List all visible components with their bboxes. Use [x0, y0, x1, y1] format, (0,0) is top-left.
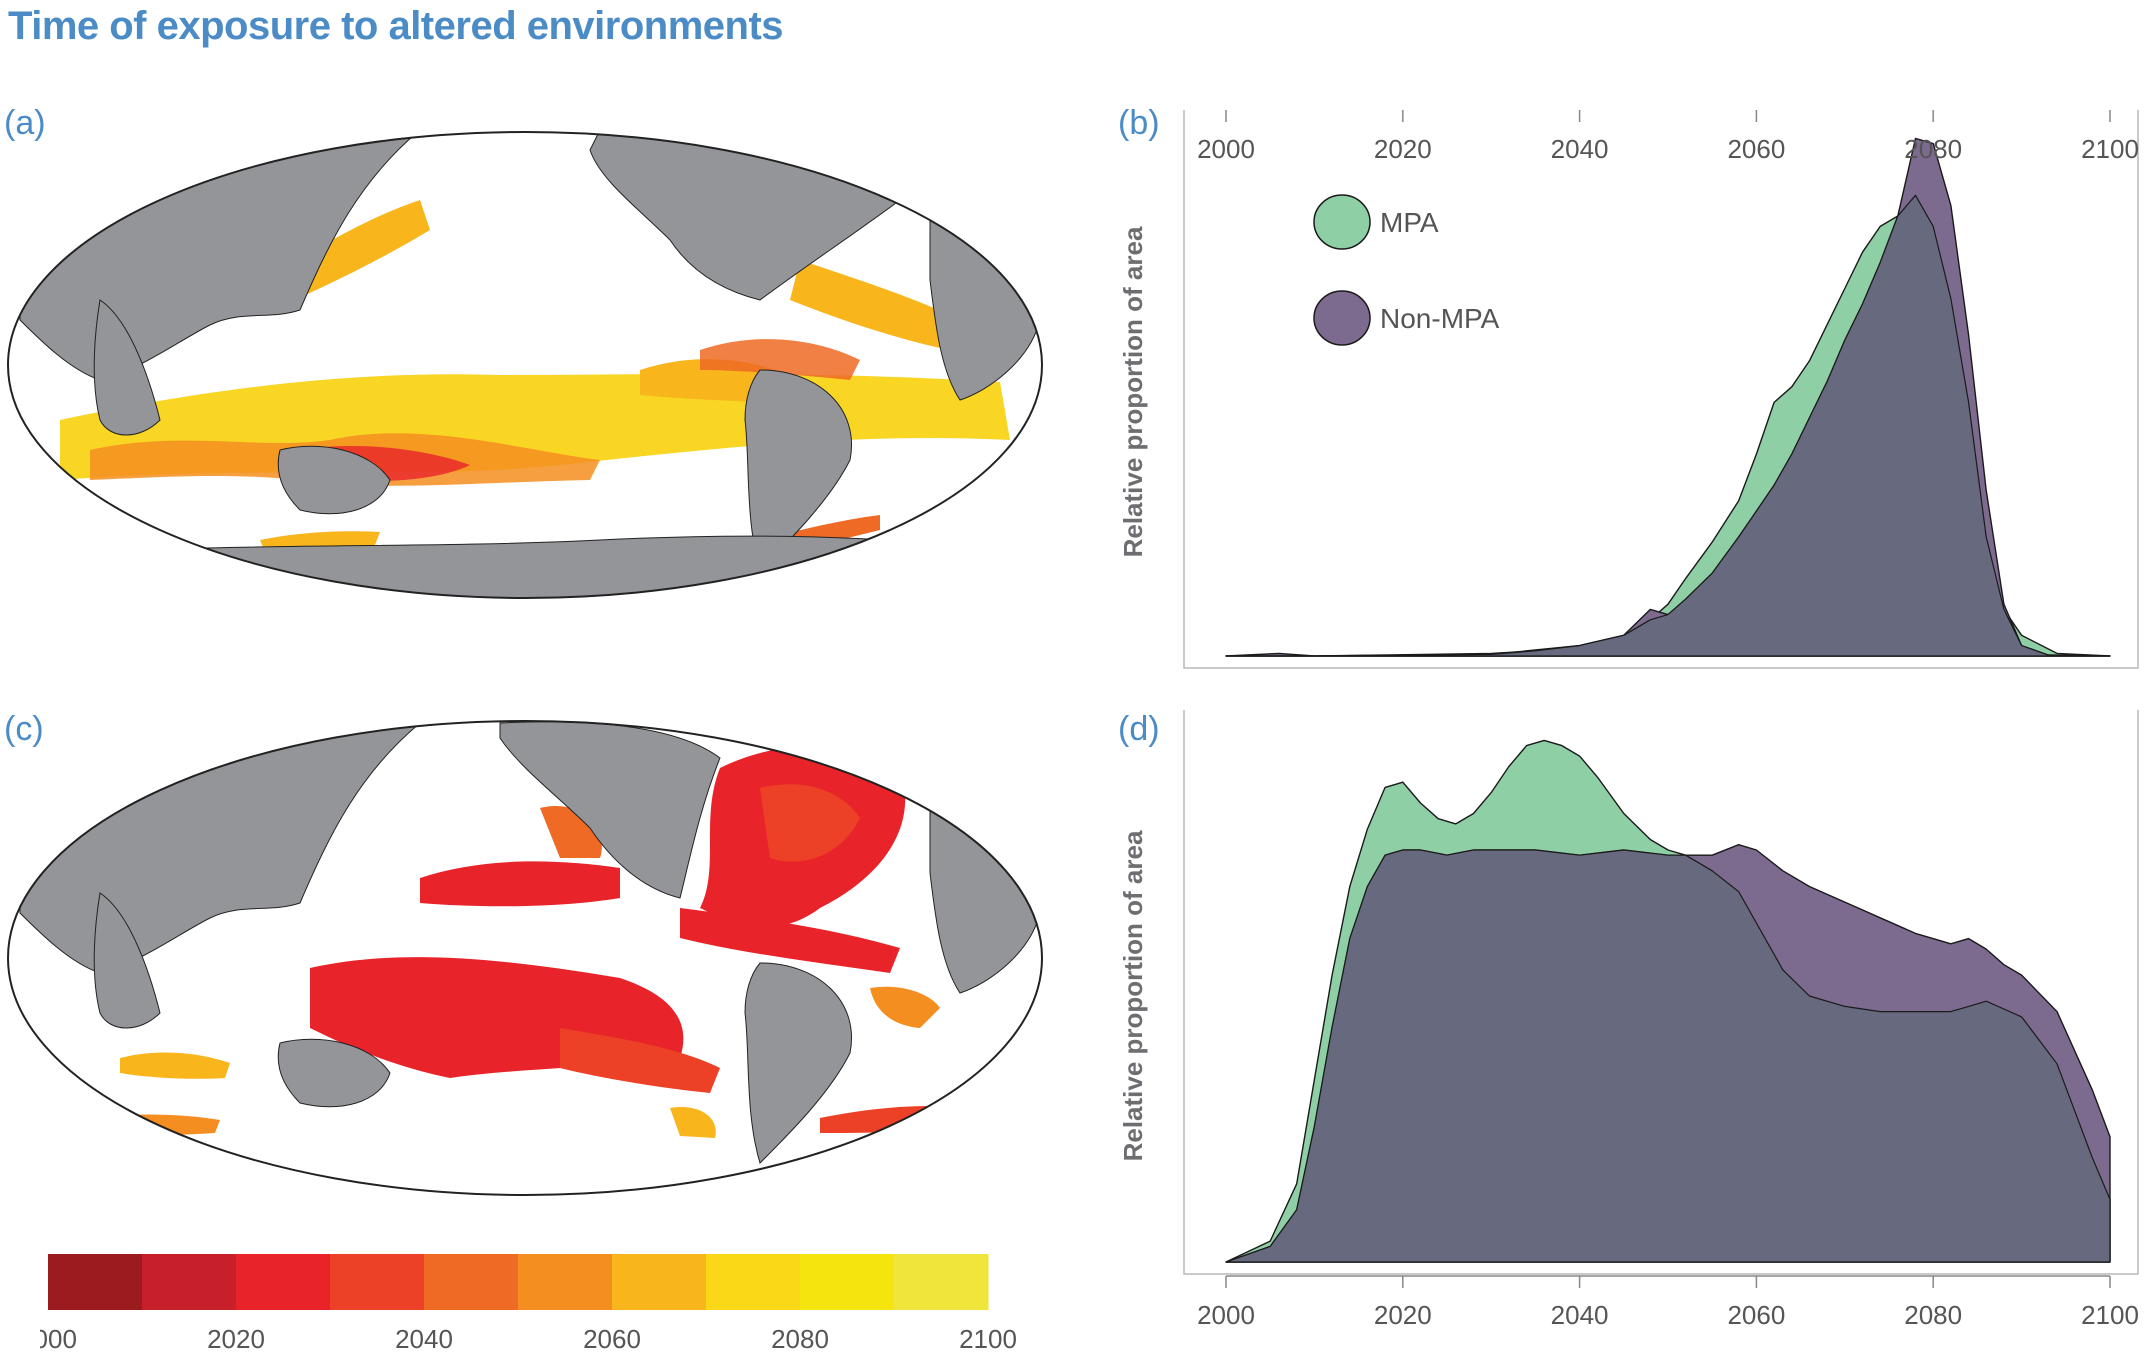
colorbar: 2000 2020 2040 2060 2080 2100 [40, 1254, 1017, 1354]
legend-swatch [1313, 194, 1371, 250]
overlap-area [1225, 194, 2111, 657]
panel-label-a: (a) [4, 104, 46, 142]
colorbar-tick-label: 2000 [40, 1324, 77, 1354]
x-tick-label: 2060 [1727, 134, 1785, 164]
colorbar-swatch [800, 1254, 895, 1310]
x-tick-label: 2080 [1904, 1300, 1962, 1330]
panel-label-d: (d) [1118, 710, 1160, 748]
y-axis-label: Relative proportion of area [1118, 226, 1148, 557]
legend-label: Non-MPA [1380, 303, 1500, 334]
overlap-area [1225, 849, 2111, 1263]
y-axis-label: Relative proportion of area [1118, 830, 1148, 1161]
colorbar-swatch [518, 1254, 613, 1310]
colorbar-swatch [48, 1254, 143, 1310]
colorbar-tick-label: 2020 [207, 1324, 265, 1354]
x-tick-label: 2020 [1374, 1300, 1432, 1330]
density-chart-b: 2000 2020 2040 2060 2080 2100 Relative proport… [1118, 110, 2139, 669]
colorbar-swatch [142, 1254, 237, 1310]
x-tick-label: 2100 [2081, 134, 2139, 164]
x-tick-label: 2040 [1551, 1300, 1609, 1330]
x-tick-label: 2020 [1374, 134, 1432, 164]
panel-label-b: (b) [1118, 104, 1160, 142]
colorbar-swatch [706, 1254, 801, 1310]
panel-label-c: (c) [4, 710, 44, 748]
colorbar-swatch [612, 1254, 707, 1310]
map-c-exposure [7, 720, 1043, 1196]
colorbar-swatch [894, 1254, 989, 1310]
x-tick-label: 2080 [1904, 134, 1962, 164]
colorbar-swatch [236, 1254, 331, 1310]
legend-swatch [1313, 290, 1371, 346]
legend-label: MPA [1380, 207, 1439, 238]
colorbar-swatch [424, 1254, 519, 1310]
plot-frame [1183, 710, 2139, 1275]
x-tick-label: 2000 [1197, 1300, 1255, 1330]
x-tick-label: 2000 [1197, 134, 1255, 164]
plot-frame [1183, 110, 2139, 669]
x-tick-label: 2040 [1551, 134, 1609, 164]
map-a-exposure [7, 131, 1043, 599]
colorbar-swatch [330, 1254, 425, 1310]
density-chart-d: 2000 2020 2040 2060 2080 2100 Relative proport… [1118, 710, 2139, 1330]
colorbar-tick-label: 2080 [771, 1324, 829, 1354]
colorbar-tick-label: 2100 [959, 1324, 1017, 1354]
colorbar-tick-label: 2060 [583, 1324, 641, 1354]
x-tick-label: 2060 [1727, 1300, 1785, 1330]
x-tick-label: 2100 [2081, 1300, 2139, 1330]
figure-title: Time of exposure to altered environments [8, 4, 784, 48]
colorbar-tick-label: 2040 [395, 1324, 453, 1354]
